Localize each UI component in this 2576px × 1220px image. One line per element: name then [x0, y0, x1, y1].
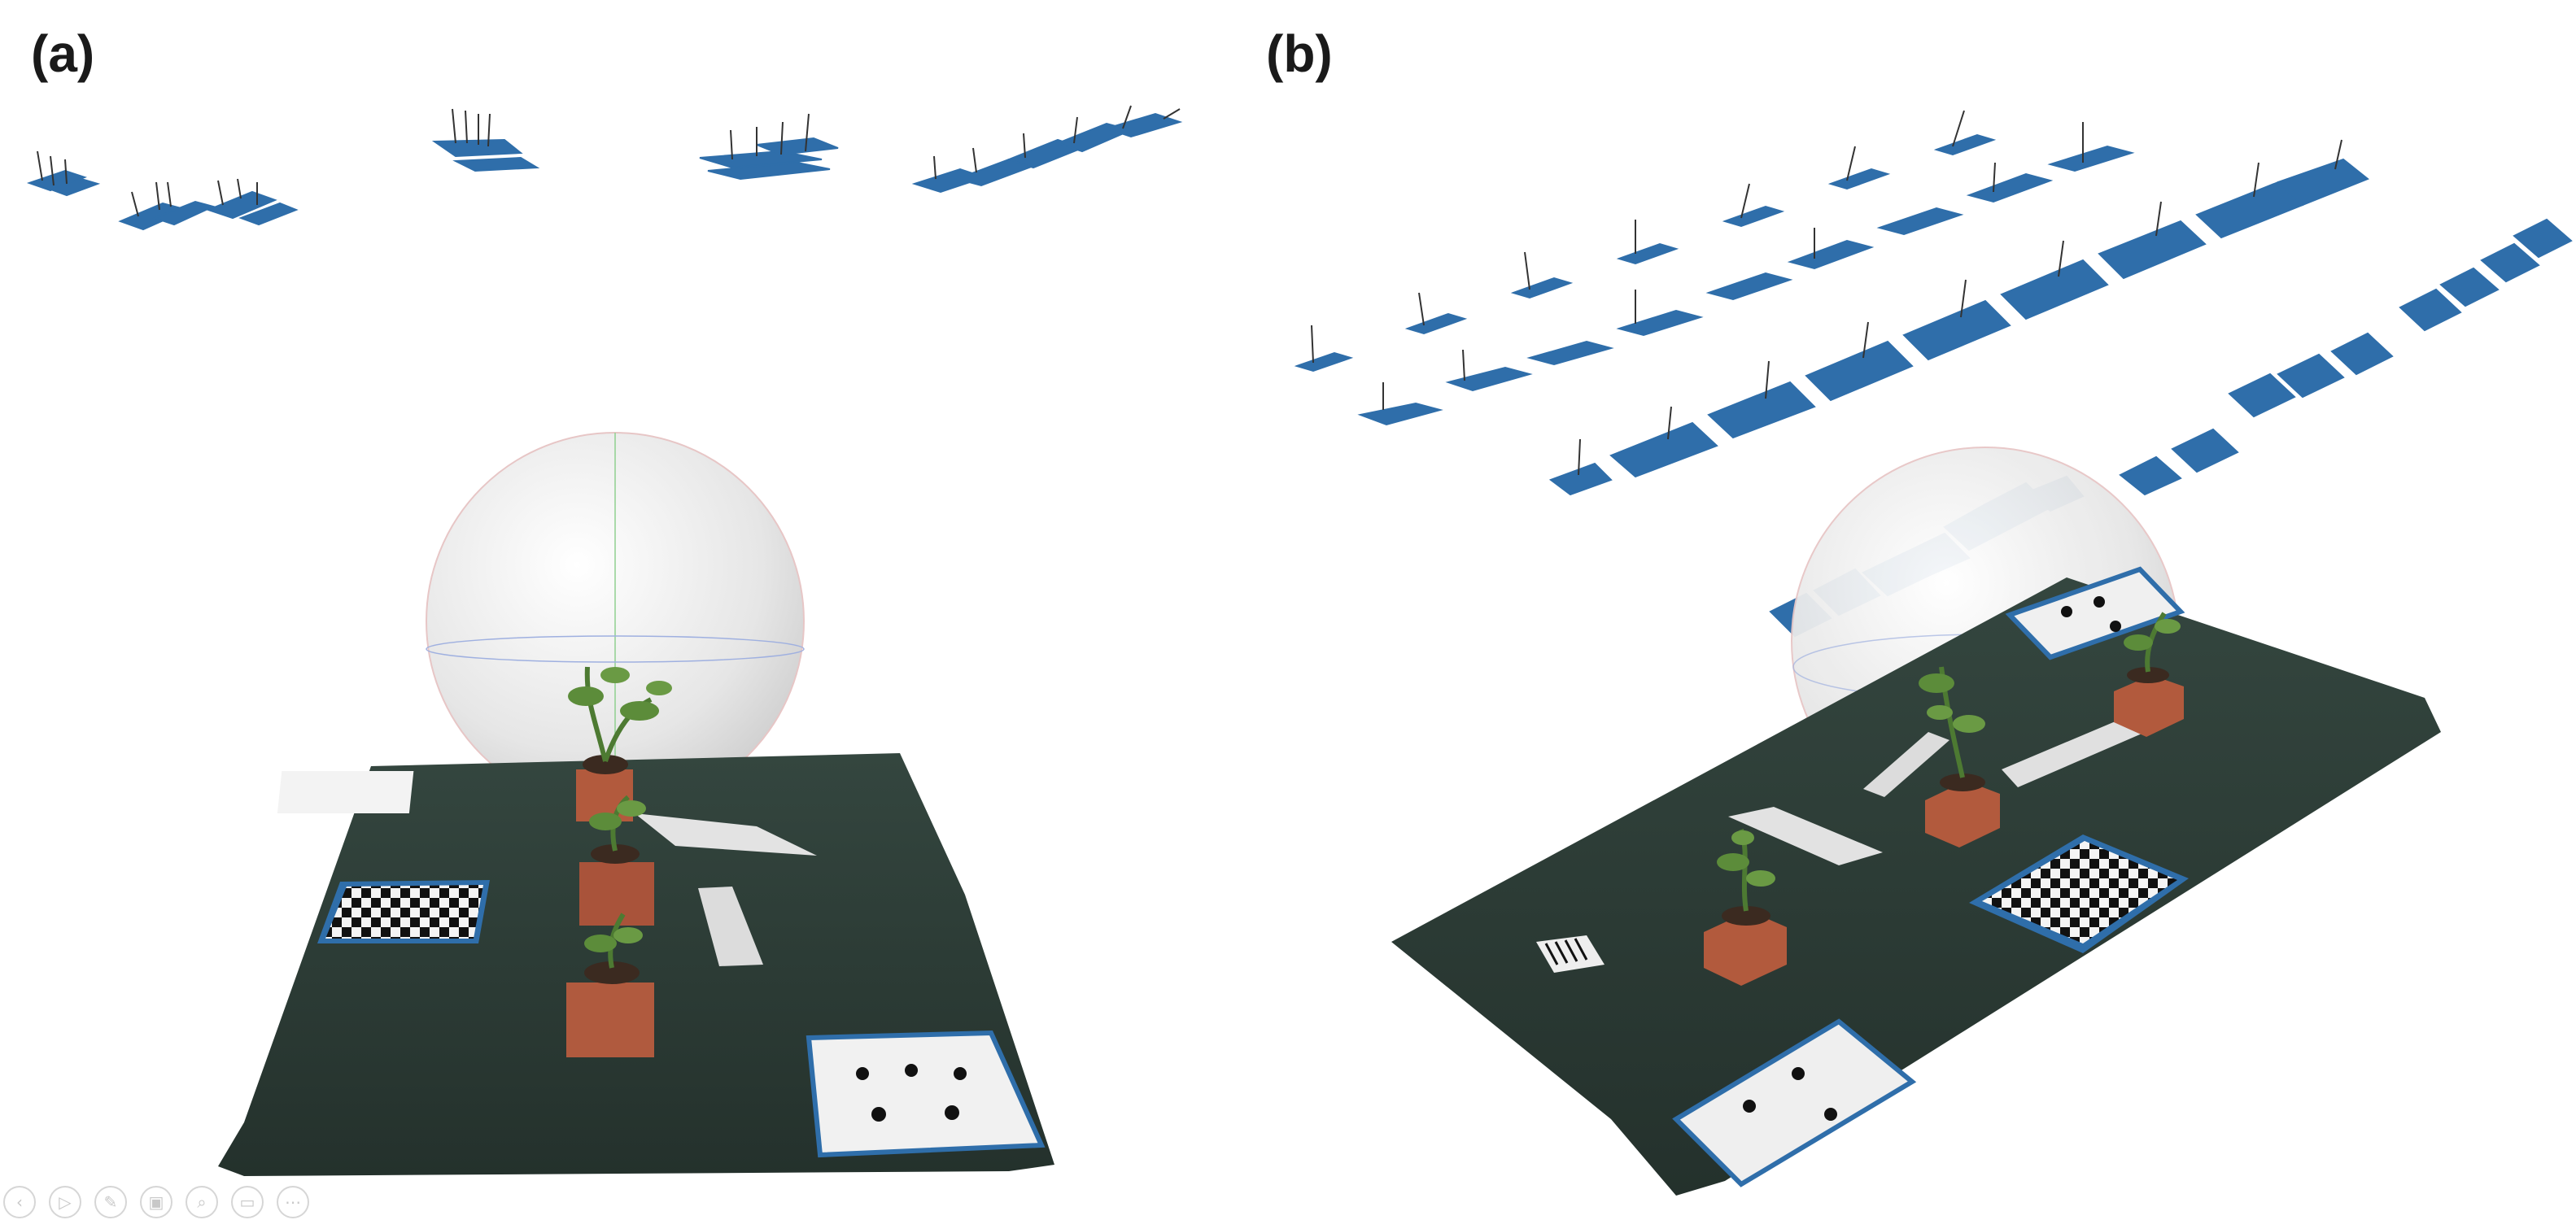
- camera-cluster: [206, 178, 299, 226]
- panel-b-marker-board: [1672, 1018, 1917, 1187]
- camera-row: [1294, 110, 1997, 373]
- panel-a-plant: [566, 913, 654, 1057]
- panel-a-scene: [26, 105, 1183, 1176]
- panel-a-bounding-sphere: [426, 432, 805, 811]
- panel-a-plant: [568, 666, 672, 821]
- slides-icon[interactable]: ▣: [140, 1186, 172, 1218]
- panel-label-a: (a): [31, 24, 95, 83]
- subtitles-icon[interactable]: ▭: [231, 1186, 264, 1218]
- panel-b-barcode-tag: [1536, 935, 1605, 973]
- camera-cluster: [118, 181, 216, 231]
- camera-cluster: [911, 105, 1183, 194]
- panel-a-checkerboard: [317, 880, 490, 943]
- panel-a-marker-board: [806, 1030, 1046, 1158]
- panel-b-scene: [1294, 110, 2573, 1196]
- panel-label-b: (b): [1266, 24, 1333, 83]
- play-icon[interactable]: ▷: [49, 1186, 81, 1218]
- zoom-icon[interactable]: ⌕: [186, 1186, 218, 1218]
- panel-b-checkerboard: [1969, 834, 2189, 953]
- panel-b-plant: [2114, 612, 2184, 737]
- pen-icon[interactable]: ✎: [94, 1186, 127, 1218]
- panel-b-ruler-strip: [1728, 708, 2164, 865]
- camera-cluster: [26, 150, 101, 197]
- panel-b-plant: [1704, 829, 1787, 986]
- panel-a-camera-poses: [26, 105, 1183, 231]
- panel-a-plant: [579, 795, 654, 926]
- camera-row: [1357, 122, 2135, 426]
- camera-cluster: [699, 113, 839, 181]
- previous-icon[interactable]: ‹: [3, 1186, 36, 1218]
- camera-row: [1548, 139, 2369, 496]
- panel-b-marker-board: [2005, 566, 2185, 660]
- panel-a-ruler-strip: [635, 813, 817, 966]
- slideshow-toolbar: ‹ ▷ ✎ ▣ ⌕ ▭ ⋯: [0, 1184, 309, 1220]
- more-icon[interactable]: ⋯: [277, 1186, 309, 1218]
- camera-row: [2119, 218, 2573, 496]
- panel-b-plant: [1919, 666, 2000, 847]
- camera-cluster: [431, 108, 540, 172]
- panel-a-marker-board: [277, 771, 414, 813]
- panel-b-ground-mat: [1391, 577, 2441, 1196]
